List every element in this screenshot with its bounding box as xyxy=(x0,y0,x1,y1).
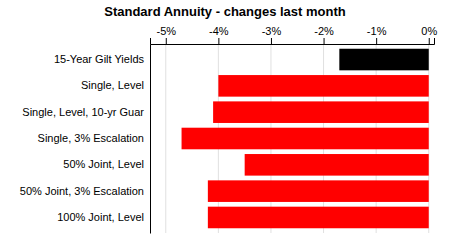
axis-line xyxy=(151,38,435,45)
y-tick-label: Single, 3% Escalation xyxy=(38,132,144,144)
x-tick: -3% xyxy=(262,25,282,44)
x-tick-label: -1% xyxy=(367,25,387,37)
bars xyxy=(182,49,429,229)
x-tick-mark xyxy=(218,38,219,44)
x-tick-mark xyxy=(376,38,377,44)
y-tick: 50% Joint, Level xyxy=(63,158,144,170)
grid xyxy=(166,44,429,233)
y-tick: Single, Level, 10-yr Guar xyxy=(22,106,144,118)
x-tick: -5% xyxy=(156,25,176,44)
title: Standard Annuity - changes last month xyxy=(104,4,346,19)
y-tick-label: 15-Year Gilt Yields xyxy=(54,53,145,65)
bar xyxy=(245,154,429,176)
x-axis: -5% -4% -3% -2% -1% 0% xyxy=(151,25,438,45)
x-tick-mark xyxy=(271,38,272,44)
bar xyxy=(213,101,429,123)
y-axis: 15-Year Gilt Yields Single, Level Single, … xyxy=(20,45,151,234)
bar xyxy=(208,180,429,202)
x-tick-label: -2% xyxy=(314,25,334,37)
chart: Standard Annuity - changes last month -5%… xyxy=(0,0,450,241)
x-tick: -1% xyxy=(367,25,387,44)
x-tick: -4% xyxy=(209,25,229,44)
y-tick-label: Single, Level, 10-yr Guar xyxy=(22,106,144,118)
x-tick-label: -3% xyxy=(262,25,282,37)
bar xyxy=(208,207,429,229)
plot: -5% -4% -3% -2% -1% 0% 15-Year Gilt Yields Sing… xyxy=(20,25,438,234)
x-tick-mark xyxy=(166,38,167,44)
grid-line xyxy=(165,44,166,233)
x-tick-mark xyxy=(324,38,325,44)
y-tick: Single, 3% Escalation xyxy=(38,132,144,144)
y-tick: 100% Joint, Level xyxy=(57,211,144,223)
bar xyxy=(218,75,428,97)
x-tick-mark xyxy=(429,38,430,44)
y-tick-label: 50% Joint, Level xyxy=(63,158,144,170)
y-tick: 15-Year Gilt Yields xyxy=(54,53,145,65)
y-tick: Single, Level xyxy=(81,79,144,91)
bar xyxy=(182,128,429,150)
y-tick-label: 50% Joint, 3% Escalation xyxy=(20,185,144,197)
y-tick-label: Single, Level xyxy=(81,79,144,91)
y-tick: 50% Joint, 3% Escalation xyxy=(20,185,144,197)
x-tick-label: -4% xyxy=(209,25,229,37)
axis-line xyxy=(150,45,151,234)
y-tick-label: 100% Joint, Level xyxy=(57,211,144,223)
bar xyxy=(339,49,428,71)
x-tick-label: -5% xyxy=(156,25,176,37)
x-tick: 0% xyxy=(421,25,437,44)
x-tick-label: 0% xyxy=(421,25,437,37)
x-tick: -2% xyxy=(314,25,334,44)
